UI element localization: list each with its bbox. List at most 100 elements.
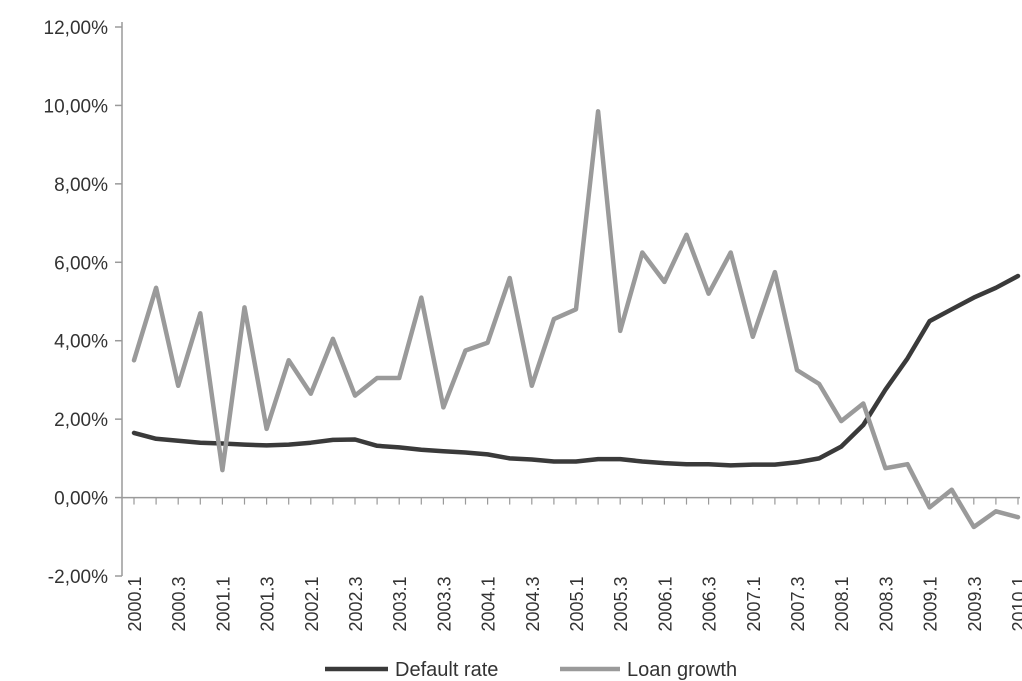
legend-label: Loan growth	[627, 659, 737, 681]
data-point	[840, 419, 843, 423]
data-point	[729, 251, 732, 254]
data-point	[132, 359, 136, 362]
data-point	[464, 349, 467, 352]
x-tick-label: 2005.3	[611, 576, 631, 631]
y-tick-label: 8,00%	[54, 175, 108, 196]
series-layer	[131, 109, 1021, 530]
data-point	[265, 427, 268, 431]
data-point	[707, 463, 710, 466]
data-point	[199, 312, 202, 315]
data-point	[641, 251, 644, 254]
data-point	[309, 392, 312, 395]
x-tick-label: 2006.1	[655, 576, 675, 631]
data-point	[795, 368, 799, 372]
x-tick-label: 2000.3	[169, 576, 189, 631]
data-point	[862, 402, 865, 405]
data-point	[508, 457, 511, 460]
y-tick-label: 4,00%	[54, 332, 108, 353]
y-tick-label: -2,00%	[48, 567, 108, 588]
legend: Default rate Loan growth	[325, 659, 737, 681]
data-point	[221, 442, 224, 445]
data-point	[685, 463, 688, 466]
data-point	[287, 443, 290, 446]
data-point	[375, 376, 379, 380]
data-point	[486, 341, 489, 344]
x-tick-label: 2004.3	[523, 576, 543, 631]
data-point	[177, 439, 180, 442]
data-point	[928, 319, 931, 323]
data-point	[552, 317, 556, 321]
data-point	[420, 448, 423, 451]
data-point	[375, 444, 379, 447]
data-point	[928, 506, 931, 509]
data-point	[619, 457, 622, 461]
data-point	[773, 463, 777, 466]
data-point	[795, 461, 799, 464]
data-point	[132, 431, 136, 435]
data-point	[1016, 516, 1020, 519]
x-tick-label: 2000.1	[125, 576, 145, 631]
data-point	[707, 292, 710, 295]
data-point	[398, 446, 401, 449]
data-point	[840, 445, 843, 448]
data-point	[154, 437, 158, 440]
data-point	[353, 438, 357, 441]
series-line-loan-growth	[131, 109, 1021, 530]
data-point	[685, 233, 688, 236]
x-tick-label: 2001.1	[213, 576, 233, 631]
x-axis: 2000.1 2000.3 2001.1 2001.3 2002.1 2002.3 2003…	[122, 496, 1022, 632]
x-tick-label: 2007.1	[744, 576, 764, 631]
data-point	[353, 394, 357, 397]
data-point	[154, 286, 158, 289]
y-axis: -2,00% 0,00% 2,00% 4,00% 6,00% 8,00% 10,00% 12,…	[44, 18, 123, 588]
y-tick-label: 10,00%	[44, 96, 109, 117]
data-point	[641, 460, 644, 463]
y-tick-label: 0,00%	[54, 489, 108, 510]
data-point	[972, 296, 975, 299]
data-point	[221, 468, 224, 472]
data-point	[1016, 274, 1020, 278]
data-point	[817, 457, 821, 460]
data-point	[331, 337, 335, 340]
data-point	[663, 461, 666, 465]
x-tick-label: 2010.1	[1009, 576, 1022, 631]
data-point	[243, 306, 246, 309]
data-point	[751, 463, 754, 466]
x-tick-label: 2002.3	[346, 576, 366, 631]
data-point	[906, 357, 909, 360]
data-point	[265, 444, 268, 447]
y-tick-label: 6,00%	[54, 253, 108, 274]
data-point	[243, 443, 246, 446]
x-tick-label: 2001.3	[258, 576, 278, 631]
x-tick-label: 2005.1	[567, 576, 587, 631]
data-point	[574, 308, 578, 311]
data-point	[530, 384, 533, 387]
data-point	[398, 376, 401, 380]
data-point	[773, 270, 777, 274]
data-point	[663, 280, 666, 284]
data-point	[442, 450, 445, 453]
data-point	[950, 488, 953, 491]
data-point	[530, 458, 533, 461]
x-tick-label: 2004.1	[479, 576, 499, 631]
data-point	[464, 451, 467, 454]
data-point	[442, 406, 445, 409]
x-tick-label: 2008.3	[876, 576, 896, 631]
data-point	[596, 110, 600, 113]
data-point	[331, 438, 335, 442]
data-point	[486, 453, 489, 456]
data-point	[309, 441, 312, 444]
data-point	[552, 460, 556, 463]
x-tick-label: 2009.1	[921, 576, 941, 631]
data-point	[508, 276, 511, 280]
x-tick-label: 2006.3	[700, 576, 720, 631]
data-point	[729, 464, 732, 467]
data-point	[994, 510, 998, 513]
data-point	[751, 335, 754, 338]
x-tick-label: 2008.1	[832, 576, 852, 631]
data-point	[972, 525, 975, 529]
data-point	[177, 384, 180, 387]
data-point	[884, 467, 887, 470]
y-tick-label: 2,00%	[54, 410, 108, 431]
